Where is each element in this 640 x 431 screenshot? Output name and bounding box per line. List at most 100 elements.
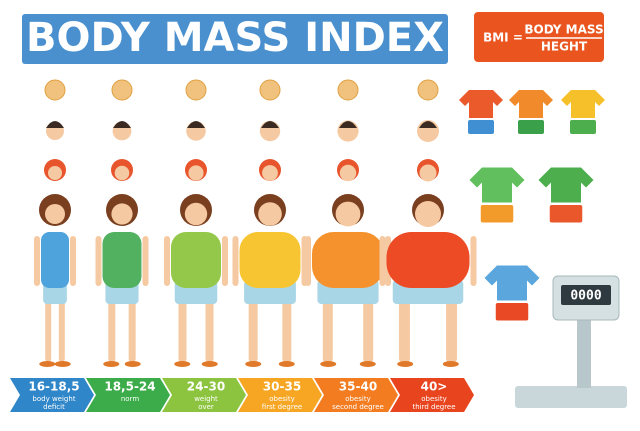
category-description: over [198,403,214,411]
title: BODY MASS INDEX [26,15,444,61]
legs [282,290,292,362]
head-blonde [44,79,66,101]
category-range: 18,5-24 [104,380,155,394]
shirt [484,265,540,301]
legs [398,290,410,362]
category-range: 40> [421,380,448,394]
shoe [39,361,56,367]
title-banner [22,14,448,64]
category-description: obesity [345,395,371,403]
arm [34,236,40,286]
hair-dark [187,121,205,128]
category-description: weight [194,395,218,403]
hair-dark [46,121,64,128]
category-description: first degree [262,403,302,411]
scale-display: 0000 [570,289,601,304]
shorts-item [480,205,514,223]
arm [232,236,239,286]
category-arrow [390,378,474,412]
category-range: 16-18,5 [28,380,79,394]
swimsuit [312,232,384,288]
formula-lhs: BMI = [483,31,523,45]
formula-box [474,12,604,62]
arm [70,236,76,286]
arm [95,236,102,286]
face [258,202,282,226]
legs [128,290,136,362]
shoe [442,361,459,367]
face-red [339,164,357,182]
legs [446,290,458,362]
face-red [48,166,62,180]
shoe [359,361,376,367]
head-blonde [259,79,281,101]
shoe [201,361,218,367]
category-range: 24-30 [187,380,225,394]
category-arrow [162,378,246,412]
legs [322,290,333,362]
shirt [538,167,594,203]
category-description: body weight [32,395,75,403]
shoe [54,361,71,367]
shirt [561,90,605,118]
face [415,201,441,227]
category-arrow [10,378,94,412]
face [45,204,65,224]
legs [205,290,214,362]
shirt [459,90,503,118]
category-description: second degree [332,403,384,411]
shorts-item [518,120,544,134]
formula-denominator: HEGHT [541,40,588,54]
face [111,203,133,225]
head-blonde [111,79,133,101]
face-red [114,165,130,181]
shirt [469,167,525,203]
legs [45,290,52,362]
shorts-item [570,120,596,134]
scale-screen [561,285,611,305]
scale-platform [515,386,627,408]
category-range: 30-35 [263,380,301,394]
arm [379,236,386,286]
shorts-item [495,303,529,321]
hair-dark [113,121,131,128]
shoe [397,361,414,367]
head-blonde [185,79,207,101]
arm [164,236,170,286]
face-red [419,164,437,182]
face [184,202,208,226]
category-arrow [238,378,322,412]
shirt [509,90,553,118]
category-description: obesity [269,395,295,403]
face [335,201,361,227]
category-description: third degree [412,403,455,411]
shoe [103,361,120,367]
shoe [320,361,337,367]
legs [363,290,374,362]
hair-dark [419,121,437,128]
hair-dark [261,121,279,128]
shorts-item [549,205,583,223]
category-description: obesity [421,395,447,403]
shoe [245,361,262,367]
arm [305,236,311,286]
category-description: norm [121,395,139,403]
formula-numerator: BODY MASS [524,23,603,37]
head-blonde [337,79,359,101]
scale-column [577,318,591,388]
hair-dark [339,121,357,128]
shoe [278,361,295,367]
swimsuit [386,232,470,288]
shorts-item [468,120,494,134]
arm [142,236,149,286]
face-red [262,165,278,181]
category-arrow [86,378,170,412]
shoe [174,361,191,367]
arm [222,236,228,286]
legs [248,290,258,362]
face-red [188,165,204,181]
swimsuit [41,232,69,288]
swimsuit [102,232,142,288]
